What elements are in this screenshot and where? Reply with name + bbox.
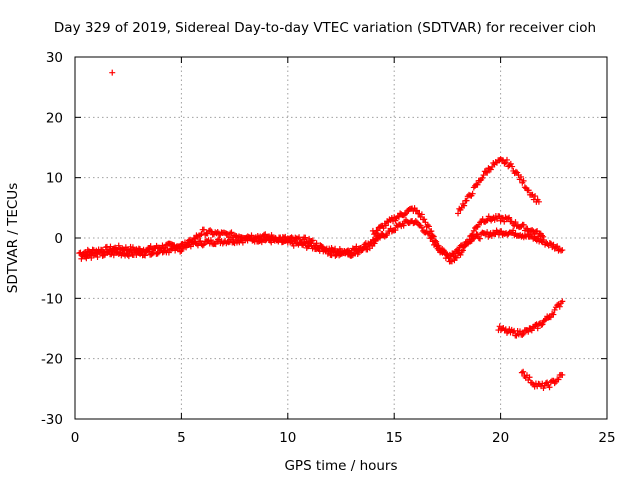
grid <box>75 57 607 419</box>
x-tick-label: 5 <box>177 430 186 446</box>
x-tick-label: 20 <box>492 430 509 446</box>
series-arc-minus-twentythree <box>518 368 566 392</box>
chart-title: Day 329 of 2019, Sidereal Day-to-day VTE… <box>54 20 596 36</box>
plot-frame <box>74 56 608 420</box>
x-tick-label: 0 <box>71 430 80 446</box>
series-arc-positive <box>455 156 542 217</box>
y-tick-label: 0 <box>54 231 63 247</box>
series-arc-minus-fifteen <box>495 298 566 339</box>
x-tick-label: 10 <box>279 430 296 446</box>
series-outlier <box>109 69 116 76</box>
x-tick-label: 15 <box>386 430 403 446</box>
x-tick-label: 25 <box>598 430 615 446</box>
y-tick-label: -20 <box>41 352 63 368</box>
y-axis-label: SDTVAR / TECUs <box>5 183 21 293</box>
series-track-upper-bump <box>369 205 547 265</box>
y-tick-label: 30 <box>46 50 63 66</box>
data-marks <box>76 69 566 392</box>
x-tick-labels: 0 5 10 15 20 25 <box>71 430 616 446</box>
y-tick-label: 10 <box>46 171 63 187</box>
x-axis-label: GPS time / hours <box>284 458 397 474</box>
series-track-lower-band <box>78 226 383 262</box>
y-tick-label: -30 <box>41 412 63 428</box>
y-tick-labels: -30 -20 -10 0 10 20 30 <box>41 50 63 428</box>
y-tick-label: 20 <box>46 110 63 126</box>
y-tick-label: -10 <box>41 291 63 307</box>
